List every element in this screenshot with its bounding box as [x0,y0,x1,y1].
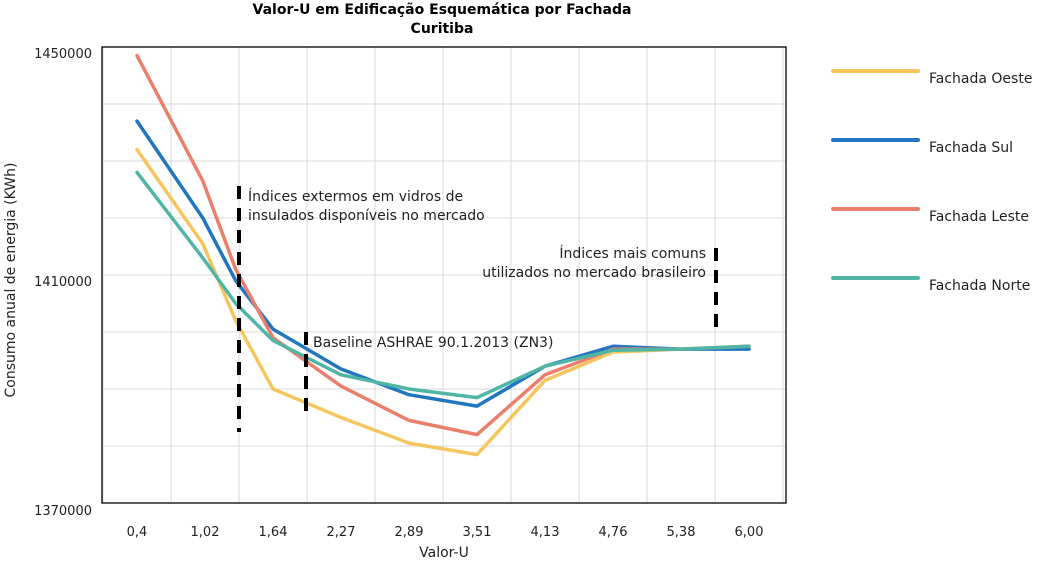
series-lines [135,53,751,457]
x-tick-label: 2,89 [395,525,424,540]
y-tick-label: 1450000 [34,47,92,62]
chart-subtitle: Curitiba [411,21,474,37]
series-line [135,170,751,400]
x-tick-label: 1,64 [259,525,288,540]
annotation-comuns-line1: Índices mais comuns [559,245,706,262]
legend-label: Fachada Norte [929,278,1030,294]
annotation-markers [237,186,718,432]
x-tick-label: 0,4 [127,525,148,540]
annotation-comuns-line2: utilizados no mercado brasileiro [482,265,706,281]
y-tick-label: 1370000 [34,504,92,519]
annotation-ashrae: Baseline ASHRAE 90.1.2013 (ZN3) [313,335,553,351]
y-tick-label: 1410000 [34,275,92,290]
legend-label: Fachada Oeste [929,71,1032,87]
x-tick-label: 4,76 [599,525,628,540]
x-tick-label: 1,02 [191,525,220,540]
plot-frame [101,46,787,504]
chart-title: Valor-U em Edificação Esquemática por Fa… [253,2,632,18]
x-tick-label: 5,38 [667,525,696,540]
legend-label: Fachada Leste [929,209,1029,225]
legend-label: Fachada Sul [929,140,1013,156]
x-axis: 0,4 1,02 1,64 2,27 2,89 3,51 4,13 4,76 5,38 6,00 [127,525,764,540]
x-axis-label: Valor-U [419,545,469,561]
annotation-externos-line1: Índices extermos em vidros de [248,188,463,205]
annotation-externos-line2: insulados disponíveis no mercado [248,208,485,224]
y-axis: 1450000 1410000 1370000 [34,47,92,519]
x-tick-label: 3,51 [463,525,492,540]
x-tick-label: 4,13 [531,525,560,540]
x-tick-label: 2,27 [327,525,356,540]
x-tick-label: 6,00 [735,525,764,540]
y-axis-label: Consumo anual de energia (KWh) [3,163,19,398]
gridlines [102,47,786,503]
annotations: Índices extermos em vidros de insulados … [248,188,706,351]
legend: Fachada Oeste Fachada Sul Fachada Leste Fac… [831,69,1032,294]
series-line [135,119,751,408]
